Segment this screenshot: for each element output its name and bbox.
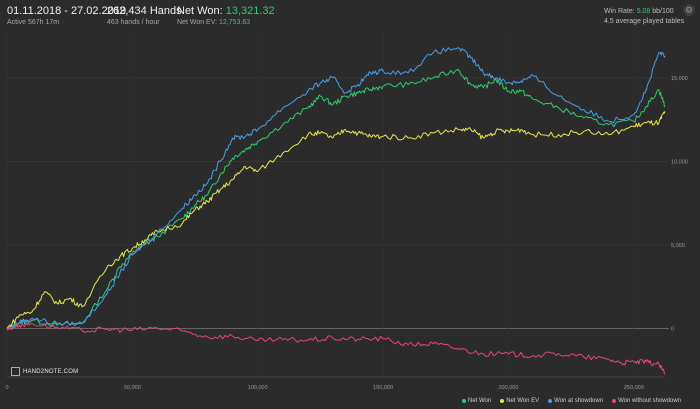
y-tick-label: 15,000 (671, 76, 688, 82)
hands-block: 262,434 Hands 463 hands / hour (107, 5, 182, 26)
active-time: Active 567h 17m (7, 19, 60, 26)
win-rate-value: 5.08 (636, 8, 651, 15)
legend-dot-icon (500, 399, 505, 403)
legend-dot-icon (612, 399, 617, 403)
net-won-block: Net Won: 13,321.32 Net Won EV: 12,753.63 (177, 5, 275, 26)
x-tick-label: 100,000 (248, 385, 268, 391)
x-tick-label: 50,000 (124, 385, 141, 391)
net-won-ev-label: Net Won EV: (177, 19, 218, 26)
legend-item[interactable]: Won without showdown (612, 398, 681, 404)
x-tick-label: 200,000 (499, 385, 519, 391)
date-block: 01.11.2018 - 27.02.2019 Active 567h 17m (7, 5, 126, 26)
net-won-label: Net Won: (177, 5, 223, 17)
gear-icon[interactable]: ⚙ (683, 4, 695, 16)
logo-icon (11, 367, 20, 376)
legend-item[interactable]: Net Won (462, 398, 491, 404)
logo-text: HAND2NOTE.COM (23, 368, 79, 375)
net-won-ev-value: 12,753.63 (219, 19, 251, 26)
stats-header: 01.11.2018 - 27.02.2019 Active 567h 17m … (0, 0, 700, 30)
win-rate: Win Rate: 5.08 bb/100 (604, 7, 684, 17)
net-won: Net Won: 13,321.32 (177, 5, 275, 17)
legend-label: Net Won (468, 398, 492, 404)
series-line-2 (6, 47, 666, 331)
brand-logo: HAND2NOTE.COM (11, 367, 78, 376)
legend-dot-icon (548, 399, 553, 403)
hands-count: 262,434 Hands (107, 5, 182, 17)
win-rate-unit: bb/100 (652, 8, 674, 15)
y-tick-label: 10,000 (671, 159, 688, 165)
legend-dot-icon (462, 399, 466, 403)
date-range: 01.11.2018 - 27.02.2019 (7, 5, 127, 17)
x-tick-label: 250,000 (624, 385, 644, 391)
y-tick-label: 5,000 (671, 243, 685, 249)
series-line-0 (6, 68, 666, 329)
legend-item[interactable]: Won at showdown (548, 398, 603, 404)
win-rate-label: Win Rate: (604, 8, 635, 15)
series-line-3 (6, 321, 666, 375)
series-line-1 (6, 111, 666, 329)
legend-label: Won without showdown (618, 398, 681, 404)
legend-label: Net Won EV (506, 398, 540, 404)
x-tick-label: 0 (5, 385, 8, 391)
y-tick-label: 0 (671, 327, 674, 333)
legend-item[interactable]: Net Won EV (500, 398, 539, 404)
win-rate-block: Win Rate: 5.08 bb/100 4.5 average played… (604, 7, 684, 27)
hands-per-hour: 463 hands / hour (107, 19, 160, 26)
chart-legend: Net Won Net Won EV Won at showdown Won with… (462, 398, 681, 404)
legend-label: Won at showdown (554, 398, 604, 404)
net-won-ev: Net Won EV: 12,753.63 (177, 19, 275, 26)
x-tick-label: 150,000 (373, 385, 393, 391)
average-tables: 4.5 average played tables (604, 18, 685, 25)
net-won-value: 13,321.32 (225, 5, 275, 17)
